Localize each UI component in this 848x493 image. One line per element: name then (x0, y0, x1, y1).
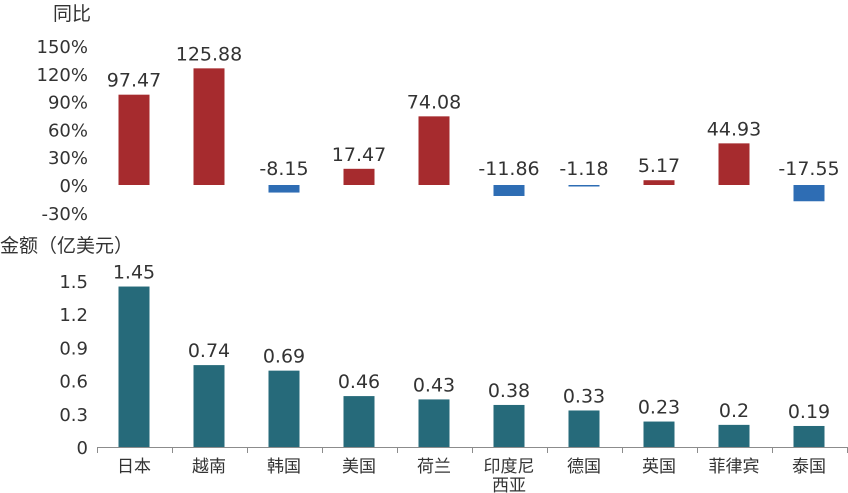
amount-panel: 金额（亿美元） 0 0.3 0.6 0.9 1.2 1.5 1.45 0.74 0.69 0.46 0… (0, 235, 848, 493)
yoy-bar-英国 (643, 180, 675, 185)
yoy-data-label: 44.93 (707, 118, 761, 140)
amount-bar-德国 (568, 410, 600, 447)
yoy-growth-panel: 同比 -30% 0% 30% 60% 90% 120% 150% 97.47 125.88 -8.1… (37, 3, 840, 225)
category-label: 西亚 (492, 476, 526, 493)
yoy-bar-菲律宾 (718, 143, 750, 185)
yoy-data-label: -8.15 (259, 158, 308, 180)
amount-bar-越南 (193, 365, 225, 447)
category-label: 荷兰 (417, 457, 451, 477)
yoy-tick-label: 120% (37, 65, 88, 86)
amount-bar-日本 (118, 286, 150, 447)
amount-data-label: 0.46 (338, 371, 380, 393)
amount-data-label: 0.2 (719, 400, 749, 422)
category-label: 德国 (567, 457, 601, 477)
yoy-tick-label: -30% (41, 204, 88, 225)
amount-data-label: 0.19 (788, 401, 830, 423)
amount-bar-菲律宾 (718, 424, 750, 447)
amount-data-label: 0.38 (488, 380, 530, 402)
yoy-bar-德国 (568, 185, 600, 187)
yoy-bar-荷兰 (418, 116, 450, 185)
amount-data-label: 0.69 (263, 346, 305, 368)
amount-data-label: 0.74 (188, 340, 230, 362)
yoy-tick-label: 90% (48, 93, 88, 114)
category-label: 日本 (117, 457, 151, 477)
amount-data-label: 1.45 (113, 262, 155, 284)
yoy-data-label: 125.88 (176, 43, 242, 65)
yoy-bar-美国 (343, 168, 375, 185)
amount-tick-label: 1.2 (59, 305, 88, 326)
amount-data-label: 0.33 (563, 385, 605, 407)
yoy-data-label: 5.17 (638, 155, 680, 177)
yoy-data-label: 17.47 (332, 144, 386, 166)
yoy-tick-label: 60% (48, 120, 88, 141)
yoy-data-label: 74.08 (407, 91, 461, 113)
amount-bar-印度尼西亚 (493, 404, 525, 447)
category-label: 韩国 (267, 457, 301, 477)
amount-bar-泰国 (793, 425, 825, 447)
yoy-axis-title: 同比 (53, 3, 91, 25)
category-label: 英国 (642, 457, 676, 477)
yoy-data-label: 97.47 (107, 70, 161, 92)
amount-tick-label: 0.3 (59, 405, 88, 426)
amount-bar-荷兰 (418, 399, 450, 447)
amount-bar-美国 (343, 396, 375, 447)
yoy-bar-印度尼西亚 (493, 185, 525, 196)
amount-tick-label: 0.9 (59, 338, 88, 359)
yoy-tick-label: 30% (48, 148, 88, 169)
yoy-data-label: -1.18 (559, 158, 608, 180)
yoy-data-label: -11.86 (478, 158, 539, 180)
yoy-bar-日本 (118, 94, 150, 185)
category-label: 越南 (192, 457, 226, 477)
category-label: 美国 (342, 457, 376, 477)
amount-data-label: 0.43 (413, 374, 455, 396)
yoy-bar-韩国 (268, 185, 300, 193)
amount-tick-label: 0.6 (59, 372, 88, 393)
amount-axis-title: 金额（亿美元） (0, 235, 133, 257)
category-label: 泰国 (792, 457, 826, 477)
amount-bar-韩国 (268, 370, 300, 447)
category-label: 菲律宾 (709, 457, 760, 477)
yoy-tick-label: 150% (37, 37, 88, 58)
yoy-data-label: -17.55 (778, 158, 839, 180)
amount-tick-label: 0 (77, 438, 88, 459)
yoy-bar-越南 (193, 68, 225, 185)
yoy-tick-label: 0% (59, 176, 88, 197)
amount-bar-英国 (643, 421, 675, 447)
yoy-bar-泰国 (793, 185, 825, 202)
amount-data-label: 0.23 (638, 397, 680, 419)
amount-tick-label: 1.5 (59, 272, 88, 293)
category-label: 印度尼 (484, 457, 535, 477)
